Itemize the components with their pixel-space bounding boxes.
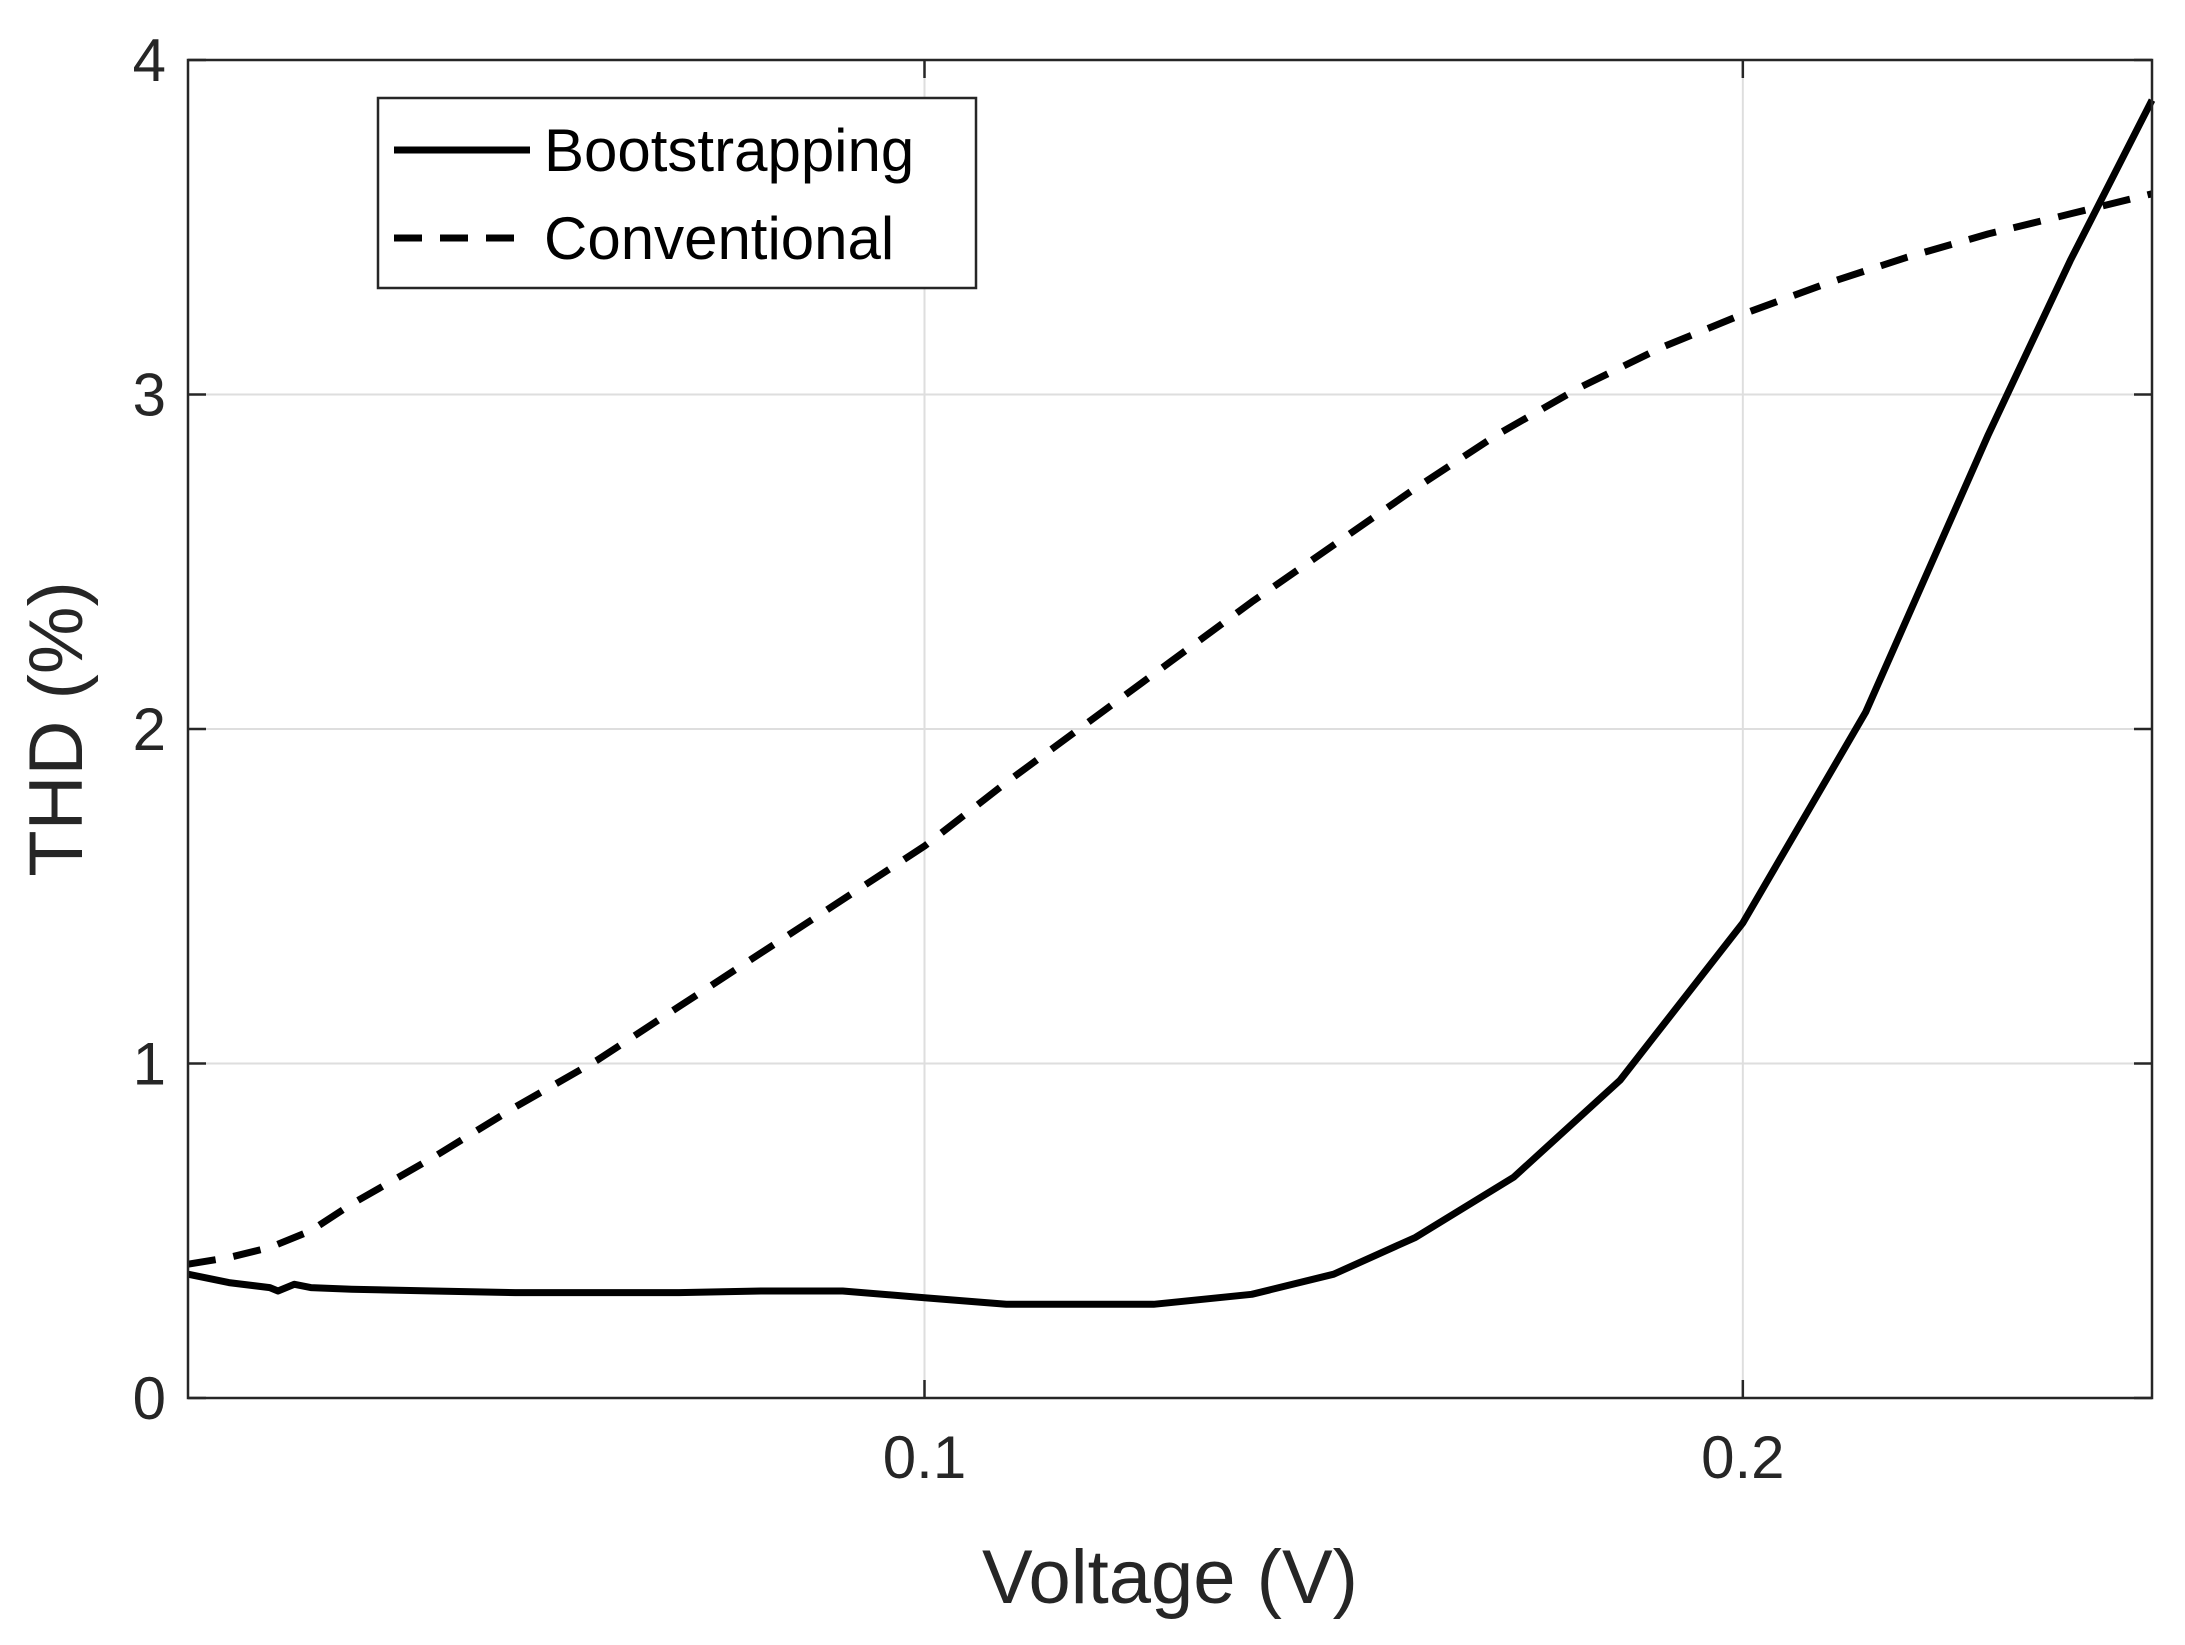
legend-box	[376, 96, 978, 290]
y-tick-label: 4	[133, 27, 166, 94]
legend: Bootstrapping Conventional	[376, 96, 978, 290]
x-tick-label: 0.1	[883, 1424, 966, 1491]
x-tick-label: 0.2	[1701, 1424, 1784, 1491]
y-axis-label: THD (%)	[14, 581, 99, 877]
legend-label-bootstrapping: Bootstrapping	[544, 117, 914, 184]
x-axis-label: Voltage (V)	[982, 1535, 1358, 1620]
y-tick-label: 3	[133, 362, 166, 429]
series-line-bootstrapping	[187, 98, 2156, 1308]
tick-labels: 0.1 0.2 0 1 2 3 4	[133, 27, 1785, 1491]
axis-ticks	[188, 58, 2152, 1400]
y-tick-label: 2	[133, 696, 166, 763]
series-layer	[187, 98, 2156, 1308]
series-line-conventional	[187, 190, 2153, 1268]
y-tick-label: 0	[133, 1365, 166, 1432]
y-tick-label: 1	[133, 1031, 166, 1098]
legend-label-conventional: Conventional	[544, 205, 894, 272]
